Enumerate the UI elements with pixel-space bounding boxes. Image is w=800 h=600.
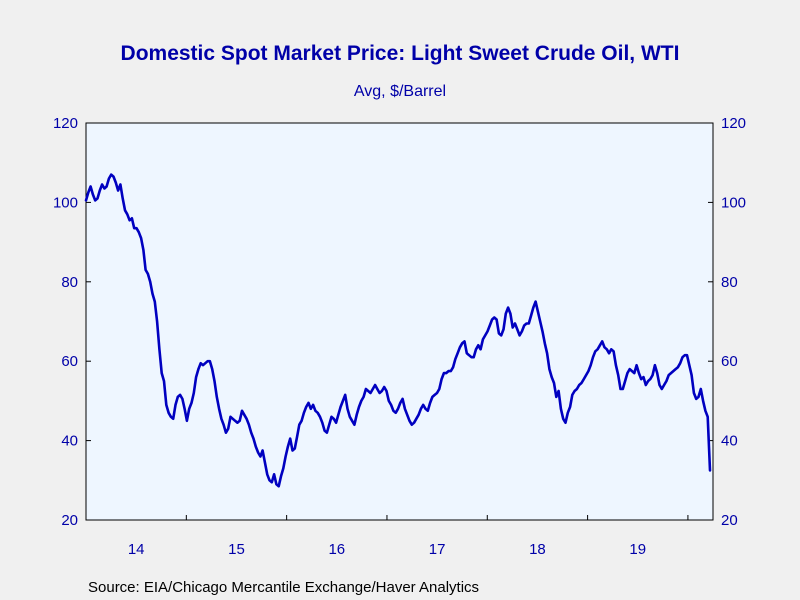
y-axis-right: 20 40 60 80 100 120 (708, 115, 746, 529)
y-tick-label-right: 120 (721, 115, 746, 132)
y-tick-label-right: 20 (721, 512, 738, 529)
y-tick-label-right: 100 (721, 194, 746, 211)
x-axis: 14 15 16 17 18 19 (128, 515, 689, 558)
y-tick-label-right: 60 (721, 353, 738, 370)
y-axis-left: 20 40 60 80 100 120 (53, 115, 91, 529)
y-tick-label-left: 120 (53, 115, 78, 132)
x-tick-label: 15 (228, 541, 245, 558)
x-tick-label: 17 (429, 541, 446, 558)
y-tick-label-left: 100 (53, 194, 78, 211)
y-tick-label-right: 40 (721, 433, 738, 450)
x-tick-label: 18 (529, 541, 546, 558)
plot-area (85, 122, 714, 521)
y-tick-label-left: 40 (61, 433, 78, 450)
y-tick-label-left: 20 (61, 512, 78, 529)
y-tick-label-left: 80 (61, 274, 78, 291)
x-tick-label: 19 (629, 541, 646, 558)
y-tick-label-right: 80 (721, 274, 738, 291)
x-tick-label: 14 (128, 541, 145, 558)
y-tick-label-left: 60 (61, 353, 78, 370)
series-line-wti (84, 173, 712, 488)
chart-source: Source: EIA/Chicago Mercantile Exchange/… (88, 579, 479, 596)
chart-subtitle: Avg, $/Barrel (354, 83, 446, 100)
chart-title: Domestic Spot Market Price: Light Sweet … (121, 42, 680, 65)
x-tick-label: 16 (328, 541, 345, 558)
